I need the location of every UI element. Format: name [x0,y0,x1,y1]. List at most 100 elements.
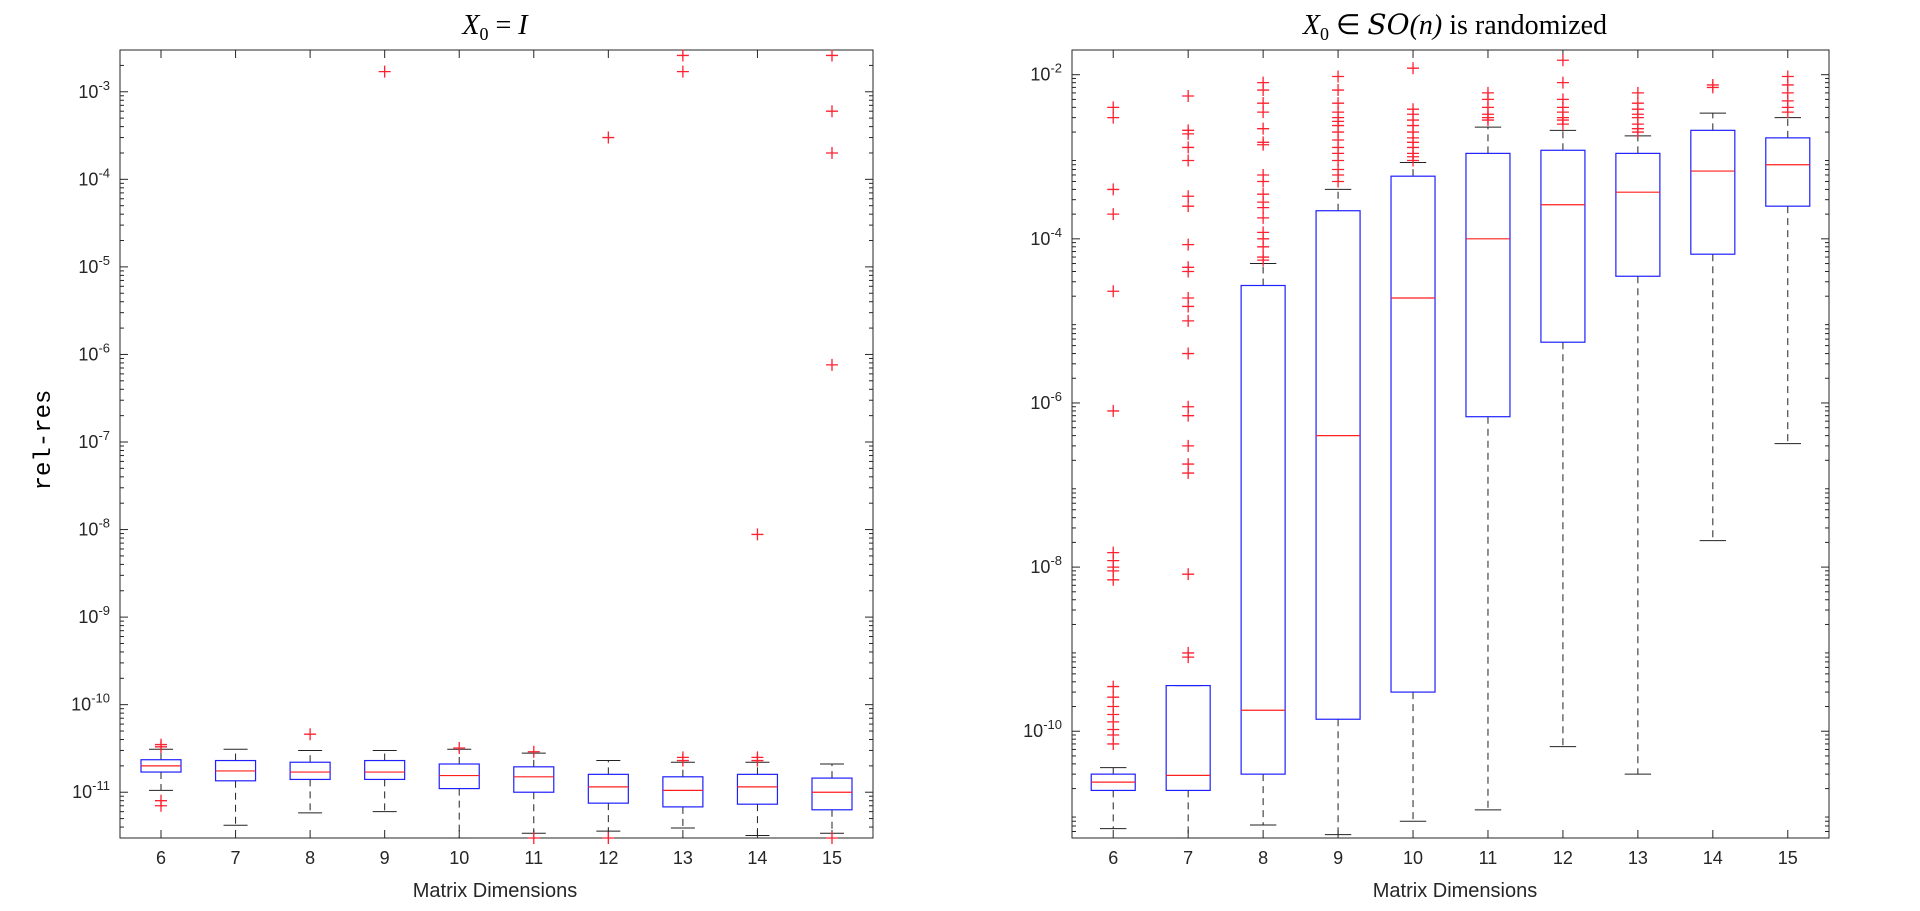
iqr-box [438,763,480,790]
outlier-marker [1257,254,1270,267]
outlier-marker [1107,737,1120,750]
outlier-marker [602,131,615,144]
iqr-box [1540,149,1586,343]
y-tick-label: 10-6 [1030,389,1062,413]
title-symbol: X [461,10,480,41]
outlier-marker [676,49,689,62]
y-tick-label: 10-6 [78,340,110,364]
title-subscript: 0 [479,24,488,44]
iqr-box [1315,210,1361,720]
outlier-marker [1182,141,1195,154]
outlier-marker [1182,347,1195,360]
iqr-box [1240,284,1286,775]
outlier-marker [1257,201,1270,214]
outlier-marker [1257,240,1270,253]
left-chart-title: X0 = I [461,10,529,44]
outlier-marker [1631,86,1644,99]
left-boxplot-panel: X0 = I rel-res Matrix Dimensions 10-1110… [31,10,874,902]
outlier-marker [155,740,168,753]
outlier-marker [1257,138,1270,151]
x-tick-label: 10 [1403,848,1423,868]
iqr-box [1390,175,1436,693]
outlier-marker [1257,211,1270,224]
outlier-marker [1332,70,1345,83]
x-tick-label: 13 [673,848,693,868]
x-tick-label: 12 [1553,848,1573,868]
outlier-marker [1182,200,1195,213]
left-x-ticks: 6 7 8 9 10 11 12 13 14 15 [156,50,842,868]
outlier-marker [825,146,838,159]
iqr-box [587,773,629,804]
outlier-marker [1182,409,1195,422]
outlier-marker [825,358,838,371]
iqr-box [289,761,331,781]
y-tick-label: 10-8 [78,516,110,540]
outlier-marker [1407,62,1420,75]
outlier-marker [1107,183,1120,196]
x-tick-label: 12 [598,848,618,868]
y-tick-label: 10-9 [78,603,110,627]
outlier-marker [1182,314,1195,327]
x-tick-label: 14 [747,848,767,868]
left-axes-box [119,49,874,839]
right-x-axis-label: Matrix Dimensions [1373,880,1537,902]
title-suffix: is randomized [1442,10,1607,41]
outlier-marker [1182,238,1195,251]
iqr-box [1615,152,1661,277]
y-tick-label: 10-4 [1030,225,1062,249]
left-y-ticks: 10-11 10-10 10-9 10-8 10-7 10-6 10-5 10-4 10-3 [71,49,873,839]
outlier-marker [1556,118,1569,131]
outlier-marker [1257,84,1270,97]
y-tick-label: 10-10 [1023,717,1062,741]
x-tick-label: 7 [1183,848,1193,868]
outlier-marker [825,49,838,62]
title-argument: (n) [1410,10,1443,41]
iqr-box [662,776,704,808]
y-tick-label: 10-5 [78,253,110,277]
outlier-marker [1257,122,1270,135]
outlier-marker [1407,154,1420,167]
y-tick-label: 10-4 [78,165,110,189]
y-tick-label: 10-11 [72,778,110,802]
outlier-marker [1182,154,1195,167]
x-tick-label: 6 [1108,848,1118,868]
title-group: SO [1367,8,1409,41]
iqr-box [364,759,406,781]
y-tick-label: 10-3 [78,78,110,102]
x-tick-label: 11 [524,848,543,868]
outlier-marker [602,832,615,844]
title-identity: I [517,10,529,41]
outlier-marker [1107,101,1120,114]
y-tick-label: 10-8 [1030,553,1062,577]
outlier-marker [1706,81,1719,94]
iqr-box [1465,152,1511,418]
outlier-marker [1107,573,1120,586]
x-tick-label: 6 [156,848,166,868]
y-tick-label: 10-10 [71,691,110,715]
iqr-box [1765,137,1811,207]
y-tick-label: 10-7 [78,428,110,452]
outlier-marker [1182,467,1195,480]
left-x-axis-label: Matrix Dimensions [413,880,577,902]
outlier-marker [155,799,168,812]
outlier-marker [676,754,689,767]
x-tick-label: 8 [1258,848,1268,868]
iqr-box [1165,684,1211,792]
x-tick-label: 15 [1778,848,1798,868]
outlier-marker [527,832,540,844]
title-relation: ∈ [1329,10,1367,41]
x-tick-label: 15 [822,848,842,868]
title-subscript: 0 [1320,24,1329,44]
outlier-marker [1556,76,1569,89]
iqr-box [513,766,555,793]
outlier-marker [1182,568,1195,581]
outlier-marker [751,754,764,767]
iqr-box [811,777,853,811]
right-x-ticks: 6 7 8 9 10 11 12 13 14 15 [1108,50,1798,868]
x-tick-label: 7 [231,848,241,868]
outlier-marker [751,528,764,541]
x-tick-label: 9 [1333,848,1343,868]
outlier-marker [1182,127,1195,140]
outlier-marker [676,65,689,78]
